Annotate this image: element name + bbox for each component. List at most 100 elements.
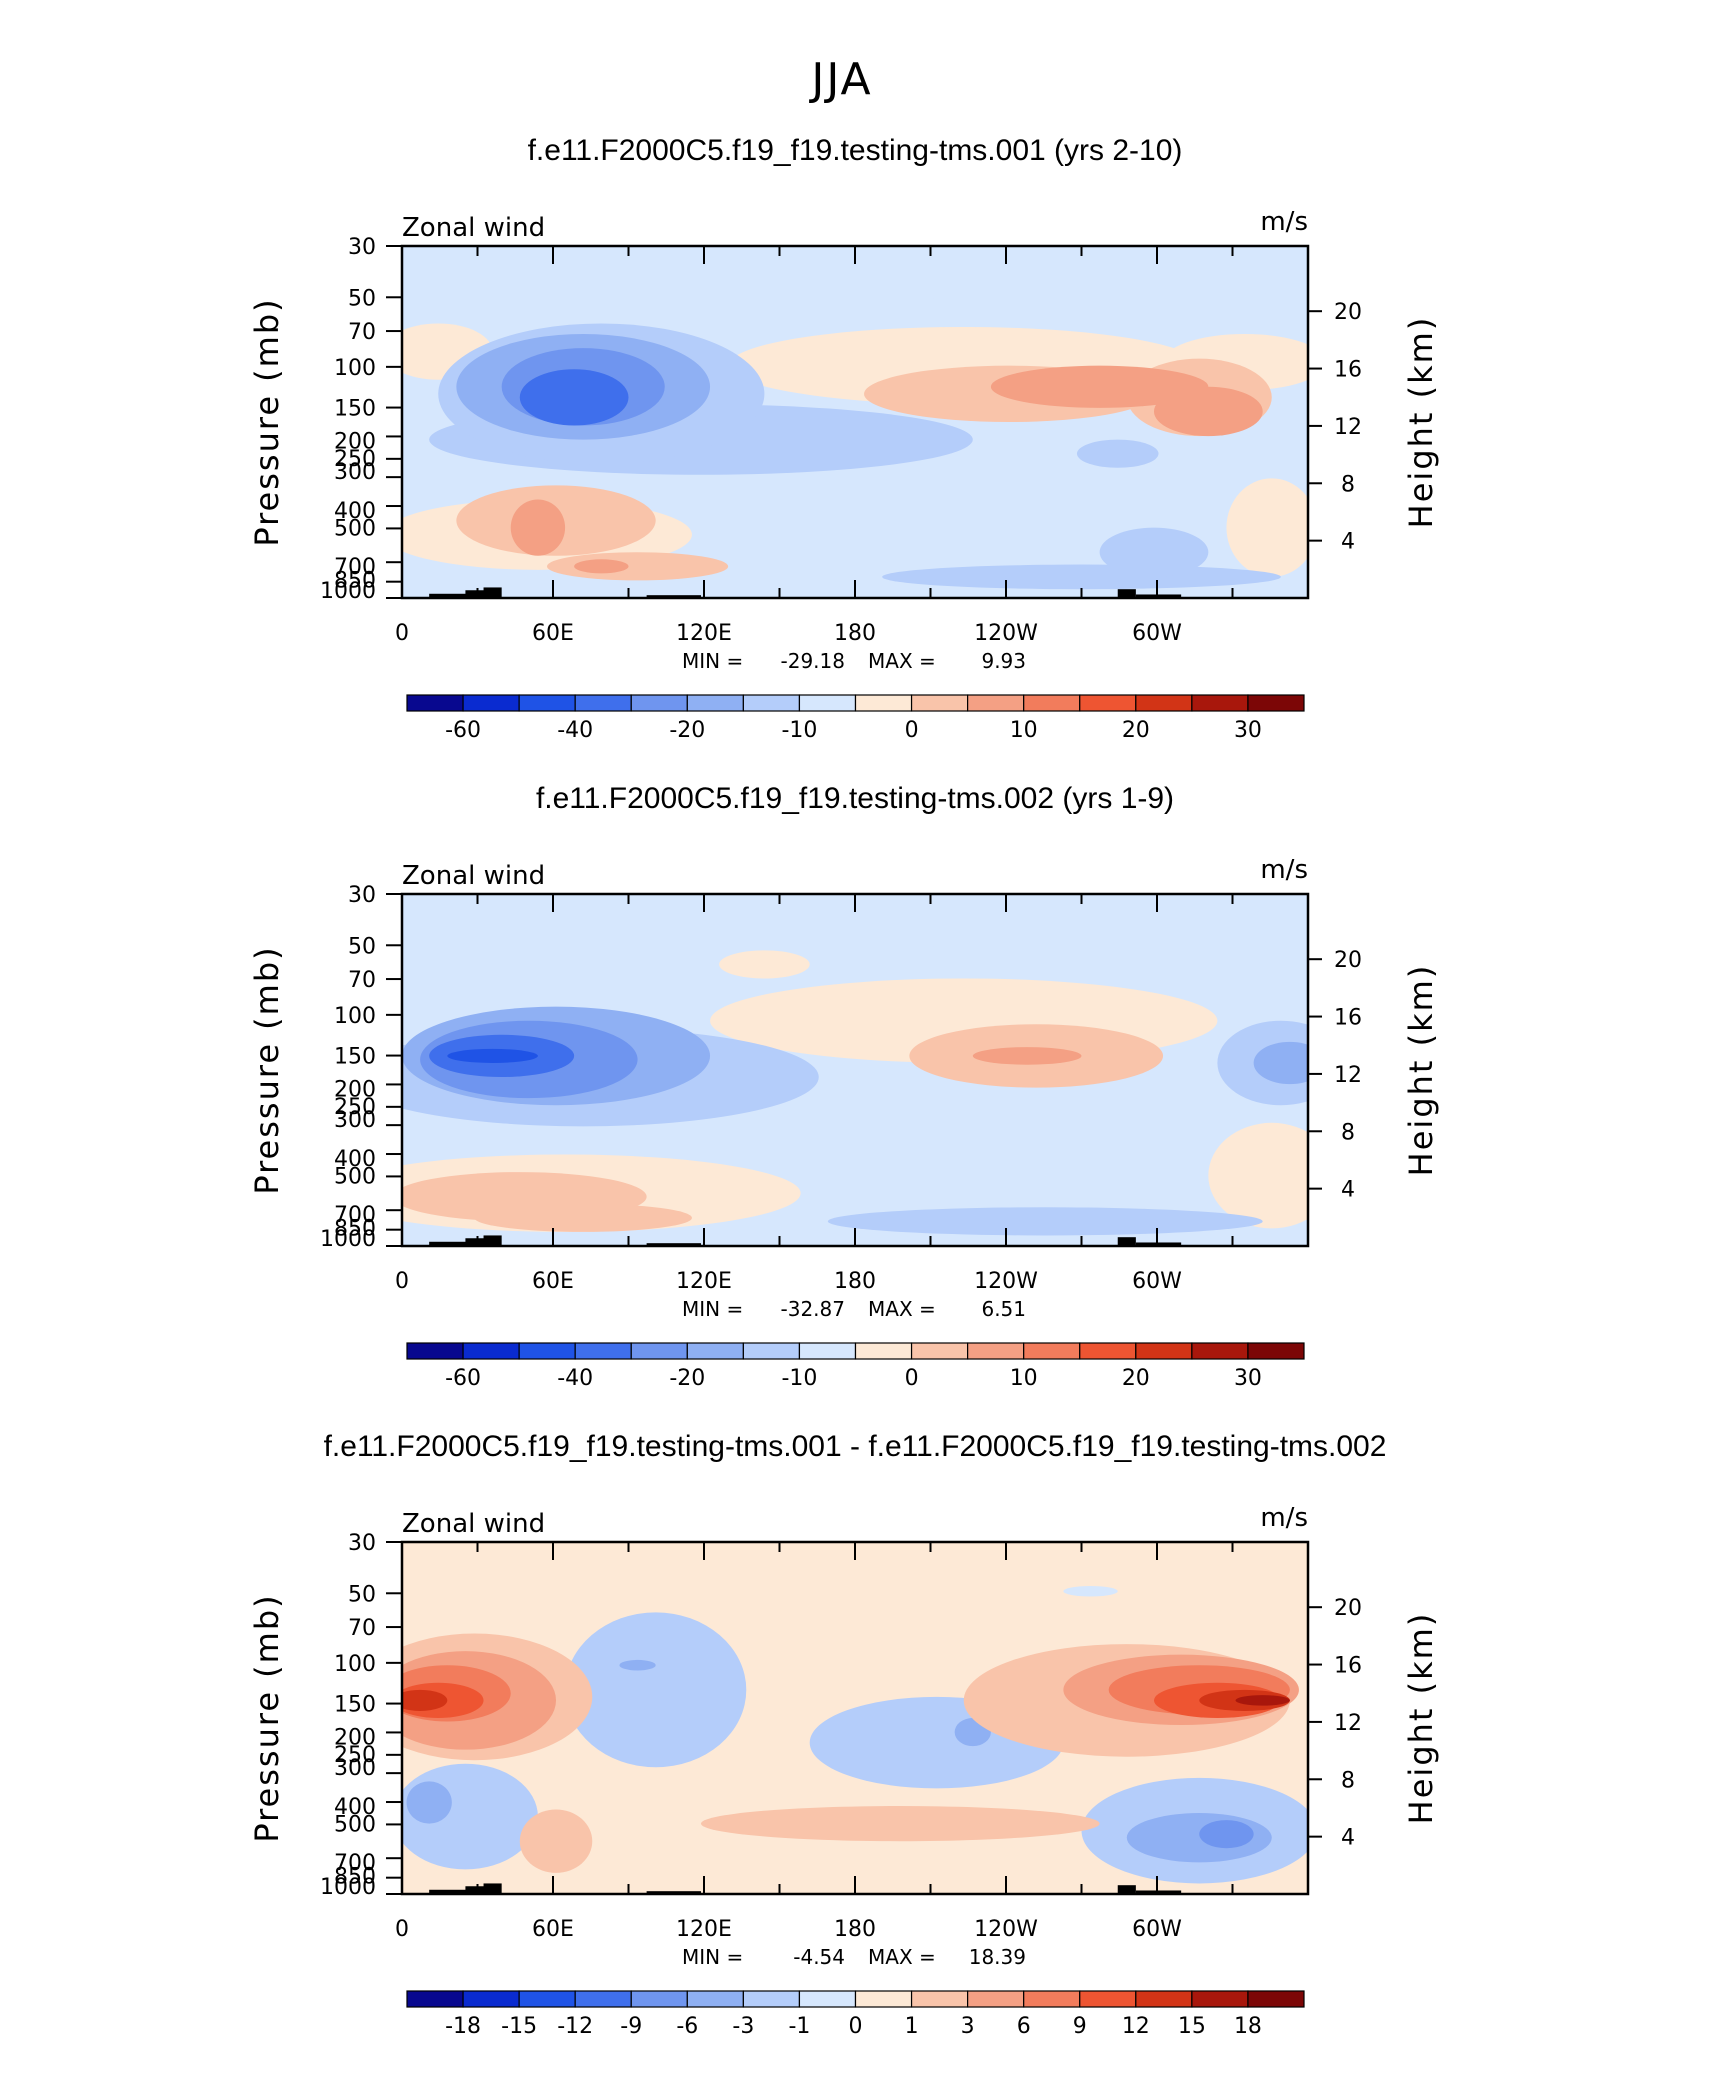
contour-region bbox=[402, 246, 1308, 299]
colorbar-box bbox=[518, 694, 576, 712]
colorbar-label: 6 bbox=[1017, 2014, 1031, 2039]
y-axis-label: Pressure (mb) bbox=[248, 297, 286, 546]
colorbar-box bbox=[1247, 1342, 1305, 1360]
y-right-tick-label: 8 bbox=[1341, 472, 1355, 497]
colorbar-box bbox=[1023, 1990, 1081, 2008]
max-label: MAX = bbox=[868, 1945, 936, 1969]
y-tick-label: 300 bbox=[334, 1108, 376, 1133]
x-tick-label: 120E bbox=[676, 1917, 732, 1942]
y-tick-label: 200 bbox=[334, 429, 376, 454]
y-tick-label: 700 bbox=[334, 1203, 376, 1228]
contour-region bbox=[719, 950, 810, 979]
contour-region bbox=[1063, 1586, 1118, 1597]
contour-region bbox=[402, 1689, 448, 1711]
colorbar-label: -3 bbox=[732, 2014, 754, 2039]
y-tick-label: 30 bbox=[348, 883, 376, 908]
x-tick-label: 0 bbox=[395, 1917, 409, 1942]
max-value: 6.51 bbox=[981, 1297, 1026, 1321]
colorbar-box bbox=[910, 694, 969, 712]
contour-region bbox=[1226, 478, 1308, 577]
x-tick-label: 60W bbox=[1132, 1917, 1182, 1942]
colorbar-label: -60 bbox=[445, 1366, 481, 1391]
panel-title: f.e11.F2000C5.f19_f19.testing-tms.001 - … bbox=[324, 1430, 1387, 1463]
y-tick-label: 70 bbox=[348, 1616, 376, 1641]
y-tick-label: 400 bbox=[334, 499, 376, 524]
colorbar-box bbox=[1079, 1990, 1137, 2008]
y-tick-label: 850 bbox=[334, 569, 376, 594]
x-tick-label: 60E bbox=[532, 1269, 574, 1294]
units-string: m/s bbox=[1260, 1503, 1308, 1533]
colorbar: -18 -15 -12 -9 -6 -3 -1 0 1 3 6 9 12 15 18 bbox=[406, 1990, 1305, 2039]
figure-title: JJA bbox=[808, 54, 872, 105]
y-tick-label: 200 bbox=[334, 1725, 376, 1750]
contour-region bbox=[519, 369, 629, 426]
contour-field bbox=[402, 1542, 1308, 1894]
colorbar-box bbox=[686, 1342, 744, 1360]
colorbar-box bbox=[1079, 1342, 1137, 1360]
topography bbox=[465, 1238, 493, 1246]
colorbar-label: 0 bbox=[905, 718, 919, 743]
y-tick-label: 200 bbox=[334, 1077, 376, 1102]
contour-region bbox=[1076, 439, 1159, 468]
contour-region bbox=[882, 564, 1281, 590]
max-value: 9.93 bbox=[981, 649, 1026, 673]
colorbar-label: -10 bbox=[781, 718, 817, 743]
x-tick-label: 120E bbox=[676, 1269, 732, 1294]
y-right-tick-label: 8 bbox=[1341, 1120, 1355, 1145]
x-tick-label: 180 bbox=[834, 1269, 876, 1294]
contour-region bbox=[1153, 386, 1263, 437]
y-tick-label: 30 bbox=[348, 235, 376, 260]
units-string: m/s bbox=[1260, 855, 1308, 885]
colorbar: -60 -40 -20 -10 0 10 20 30 bbox=[406, 1342, 1305, 1391]
colorbar-box bbox=[854, 694, 913, 712]
y-tick-label: 70 bbox=[348, 320, 376, 345]
min-value: -32.87 bbox=[781, 1297, 845, 1321]
colorbar-box bbox=[1191, 694, 1249, 712]
colorbar-box bbox=[854, 1342, 913, 1360]
colorbar-box bbox=[1023, 1342, 1081, 1360]
y-tick-label: 70 bbox=[348, 968, 376, 993]
colorbar-label: -12 bbox=[557, 2014, 593, 2039]
colorbar-label: 12 bbox=[1122, 2014, 1150, 2039]
contour-region bbox=[1199, 1820, 1254, 1849]
topography bbox=[1117, 1885, 1136, 1894]
max-value: 18.39 bbox=[969, 1945, 1026, 1969]
topography bbox=[483, 1235, 502, 1246]
contour-region bbox=[510, 499, 566, 556]
colorbar-box bbox=[686, 694, 744, 712]
y-tick-label: 250 bbox=[334, 447, 376, 472]
colorbar-box bbox=[462, 1990, 520, 2008]
colorbar-box bbox=[742, 1342, 801, 1360]
topography bbox=[1135, 1242, 1182, 1246]
y-tick-label: 150 bbox=[334, 1045, 376, 1070]
colorbar-box bbox=[462, 694, 520, 712]
contour-region bbox=[700, 1806, 1100, 1842]
panel-title: f.e11.F2000C5.f19_f19.testing-tms.002 (y… bbox=[536, 782, 1174, 815]
colorbar-box bbox=[686, 1990, 744, 2008]
topography bbox=[429, 1889, 484, 1894]
colorbar-box bbox=[1079, 694, 1137, 712]
y-tick-label: 50 bbox=[348, 286, 376, 311]
colorbar-box bbox=[854, 1990, 913, 2008]
colorbar-label: -40 bbox=[557, 1366, 593, 1391]
y-tick-label: 100 bbox=[334, 1652, 376, 1677]
colorbar-box bbox=[518, 1342, 576, 1360]
y-right-axis-label: Height (km) bbox=[1402, 1612, 1440, 1825]
y-tick-label: 250 bbox=[334, 1743, 376, 1768]
y-tick-label: 500 bbox=[334, 1164, 376, 1189]
contour-region bbox=[1253, 1041, 1308, 1085]
colorbar-label: -10 bbox=[781, 1366, 817, 1391]
colorbar-box bbox=[967, 1990, 1025, 2008]
colorbar-label: -1 bbox=[788, 2014, 810, 2039]
contour-region bbox=[474, 1203, 692, 1232]
colorbar-box bbox=[910, 1342, 969, 1360]
y-right-tick-label: 12 bbox=[1334, 1711, 1362, 1736]
panel-bottom: f.e11.F2000C5.f19_f19.testing-tms.001 - … bbox=[248, 1430, 1440, 2039]
left-string: Zonal wind bbox=[402, 1509, 545, 1539]
x-tick-label: 60W bbox=[1132, 1269, 1182, 1294]
topography bbox=[1135, 594, 1182, 598]
colorbar-box bbox=[910, 1990, 969, 2008]
x-tick-label: 0 bbox=[395, 1269, 409, 1294]
colorbar-box bbox=[462, 1342, 520, 1360]
colorbar-label: 30 bbox=[1234, 718, 1262, 743]
